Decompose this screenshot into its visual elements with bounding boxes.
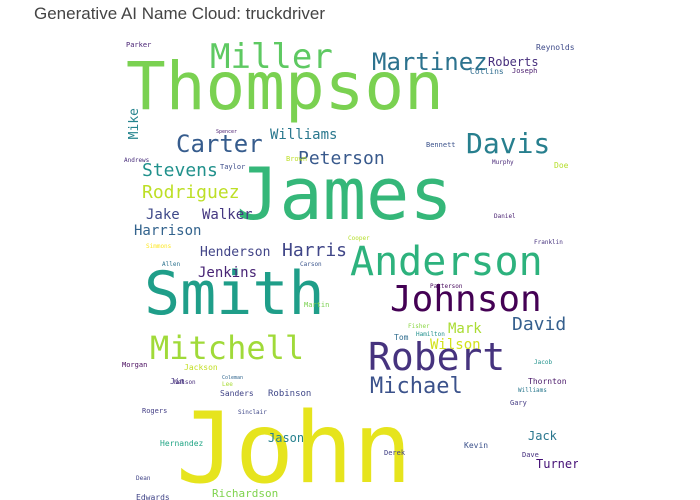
- word-cooper: Cooper: [348, 235, 370, 242]
- word-turner: Turner: [536, 457, 578, 471]
- word-kevin: Kevin: [464, 441, 489, 450]
- word-walker: Walker: [202, 207, 253, 223]
- word-dean: Dean: [136, 475, 151, 482]
- word-jim: Jim: [170, 377, 185, 386]
- word-david: David: [512, 314, 567, 335]
- word-sanders: Sanders: [220, 389, 254, 398]
- word-cloud: John James Thompson Smith Anderson Johnson Rob…: [118, 38, 578, 500]
- word-taylor: Taylor: [220, 163, 246, 171]
- word-martinez: Martinez: [372, 48, 488, 76]
- word-jake: Jake: [146, 207, 180, 223]
- word-robert: Robert: [368, 335, 506, 379]
- word-gary: Gary: [510, 399, 527, 407]
- word-lee: Lee: [222, 381, 233, 388]
- word-james: James: [236, 152, 453, 236]
- word-patterson: Patterson: [430, 283, 463, 290]
- word-thompson: Thompson: [126, 48, 444, 125]
- word-jacob: Jacob: [534, 359, 553, 366]
- word-bennett: Bennett: [426, 141, 456, 149]
- word-peterson: Peterson: [298, 148, 385, 169]
- word-williams: Williams: [270, 127, 338, 143]
- word-stevens: Stevens: [142, 160, 218, 181]
- word-davis: Davis: [466, 127, 551, 160]
- word-carter: Carter: [176, 130, 263, 158]
- word-fisher: Fisher: [408, 323, 430, 330]
- word-brown: Brown: [286, 155, 308, 163]
- word-michael: Michael: [370, 374, 463, 399]
- word-martin: Martin: [304, 301, 330, 309]
- word-franklin: Franklin: [534, 239, 563, 246]
- word-wilson: Wilson: [430, 337, 481, 353]
- word-jackson: Jackson: [184, 363, 218, 372]
- word-doe: Doe: [554, 161, 569, 170]
- word-daniel: Daniel: [494, 213, 516, 220]
- word-tom: Tom: [394, 333, 409, 342]
- word-morgan: Morgan: [122, 361, 148, 369]
- word-john: John: [176, 392, 413, 500]
- word-coleman: Coleman: [222, 375, 244, 381]
- word-jack: Jack: [528, 429, 557, 443]
- word-jenkins: Jenkins: [198, 265, 258, 281]
- word-reynolds: Reynolds: [536, 43, 575, 52]
- word-robinson: Robinson: [268, 389, 312, 399]
- word-hernandez: Hernandez: [160, 439, 204, 448]
- word-smith: Smith: [144, 259, 325, 329]
- word-joseph: Joseph: [512, 67, 538, 75]
- word-hamilton: Hamilton: [416, 331, 445, 338]
- word-harrison: Harrison: [134, 223, 202, 239]
- word-simmons: Simmons: [146, 243, 172, 250]
- word-roberts: Roberts: [488, 55, 539, 69]
- word-sinclair: Sinclair: [238, 409, 267, 416]
- word-mark: Mark: [448, 321, 482, 337]
- word-anderson: Anderson: [350, 239, 543, 285]
- word-edwards: Edwards: [136, 493, 170, 500]
- word-carson: Carson: [300, 261, 322, 268]
- word-thornton: Thornton: [528, 377, 567, 386]
- word-rogers: Rogers: [142, 407, 168, 415]
- word-henderson: Henderson: [200, 245, 271, 260]
- chart-title: Generative AI Name Cloud: truckdriver: [34, 4, 326, 23]
- word-derek: Derek: [384, 449, 406, 457]
- word-dave: Dave: [522, 451, 539, 459]
- word-parker: Parker: [126, 41, 152, 49]
- word-spencer: Spencer: [216, 129, 238, 135]
- word-mitchell: Mitchell: [150, 329, 305, 367]
- word-miller: Miller: [210, 38, 333, 77]
- word-harris: Harris: [282, 240, 348, 261]
- word-nelson: Nelson: [174, 379, 196, 386]
- word-rodriguez: Rodriguez: [142, 182, 240, 203]
- word-collins: Collins: [470, 67, 504, 76]
- word-williams-small: Williams: [518, 387, 547, 394]
- word-johnson: Johnson: [390, 279, 542, 320]
- word-murphy: Murphy: [492, 159, 514, 166]
- word-richardson: Richardson: [212, 487, 279, 500]
- word-allen: Allen: [162, 261, 181, 268]
- word-jason: Jason: [268, 431, 305, 445]
- word-mike: Mike: [127, 108, 142, 140]
- word-andrews: Andrews: [124, 157, 150, 164]
